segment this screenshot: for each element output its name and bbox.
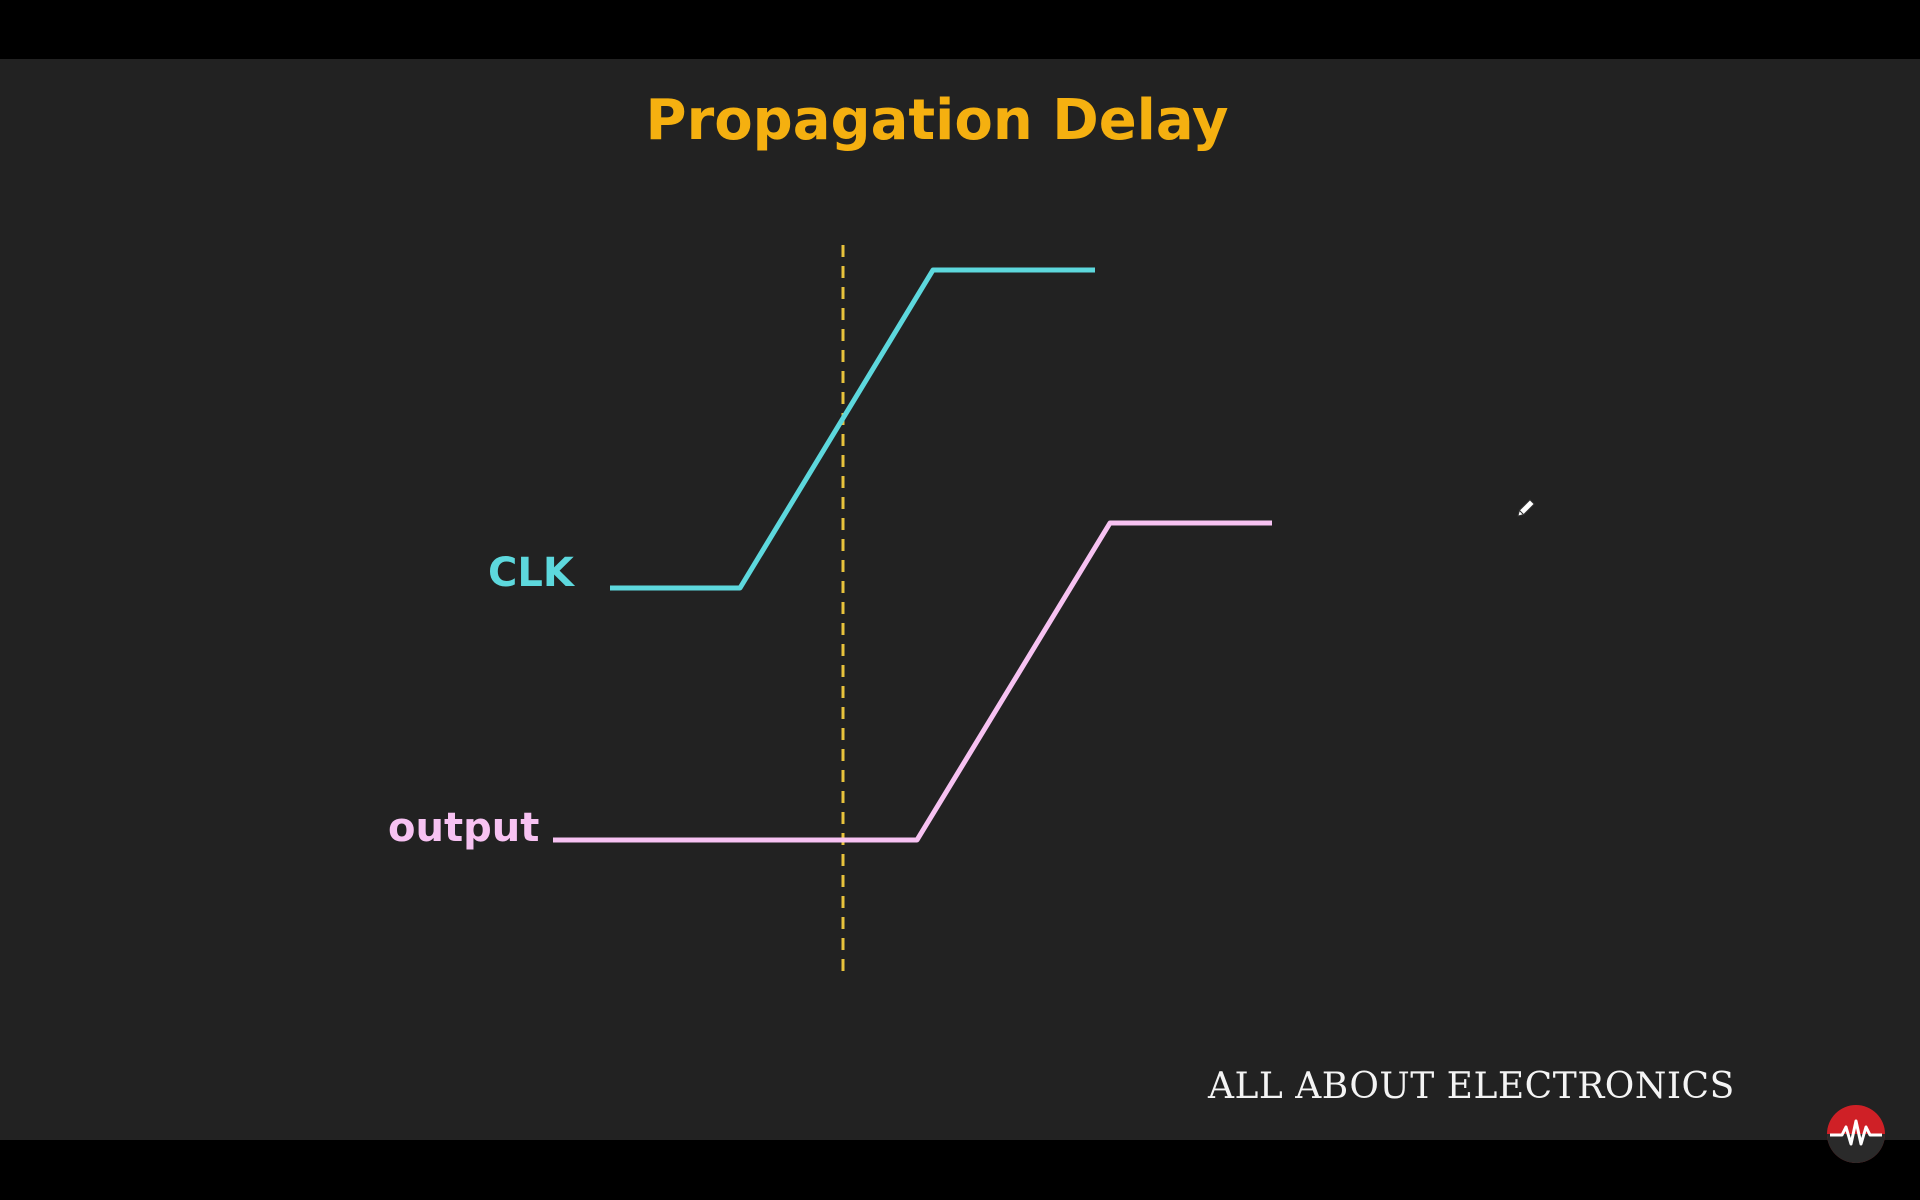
clk-label: CLK (488, 550, 574, 596)
pencil-cursor-icon (1517, 499, 1535, 517)
clk-waveform (610, 267, 1095, 591)
letterbox-bottom (0, 1140, 1920, 1200)
waveform-logo-icon (1827, 1105, 1885, 1163)
brand-name: ALL ABOUT ELECTRONICS (1208, 1066, 1735, 1107)
output-label: output (388, 805, 540, 851)
slide (0, 59, 1920, 1140)
slide-title: Propagation Delay (645, 88, 1229, 153)
letterbox-top (0, 0, 1920, 59)
output-waveform (553, 520, 1272, 843)
